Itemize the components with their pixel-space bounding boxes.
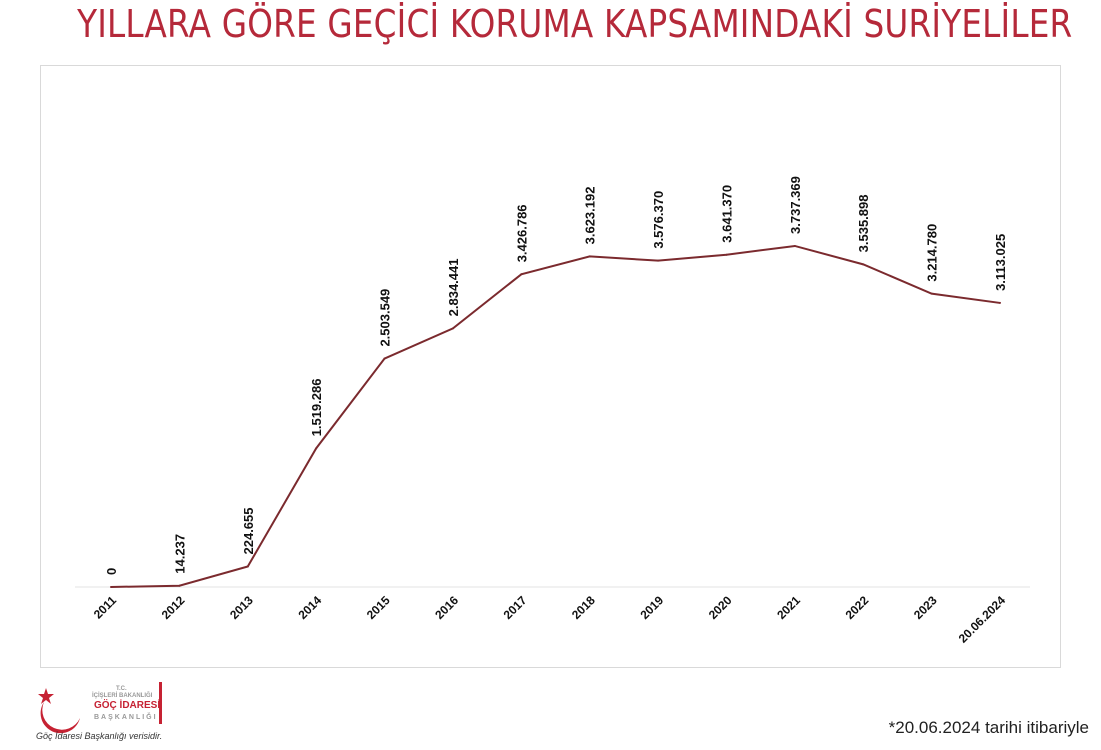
x-tick-label: 2019 — [637, 593, 666, 622]
data-point — [793, 244, 796, 247]
data-point — [725, 253, 728, 256]
data-label: 2.834.441 — [446, 259, 461, 317]
x-tick-label: 2023 — [911, 593, 940, 622]
logo-text-baskanligi: BAŞKANLIĞI — [94, 714, 158, 721]
x-tick-label: 2012 — [159, 593, 188, 622]
logo-text-goc: GÖÇ İDARESİ — [94, 700, 161, 711]
x-tick-label: 2016 — [432, 593, 461, 622]
x-tick-label: 2021 — [774, 593, 803, 622]
x-tick-label: 2011 — [91, 593, 120, 622]
x-tick-label: 2015 — [364, 593, 393, 622]
data-label: 3.426.786 — [514, 204, 529, 262]
data-point — [315, 447, 318, 450]
x-tick-label: 20.06.2024 — [956, 593, 1009, 646]
footnote: *20.06.2024 tarihi itibariyle — [888, 718, 1089, 737]
data-point — [999, 301, 1001, 304]
x-tick-label: 2017 — [501, 593, 530, 622]
logo-divider — [159, 682, 162, 724]
chart-title: YILLARA GÖRE GEÇİCİ KORUMA KAPSAMINDAKİ … — [77, 2, 1073, 46]
logo-text-tc: T.C. — [116, 686, 127, 692]
data-label: 3.113.025 — [993, 234, 1008, 291]
logo-caption: Göç İdaresi Başkanlığı verisidir. — [36, 731, 163, 741]
chart-frame — [40, 65, 1061, 668]
data-label: 14.237 — [172, 534, 187, 574]
data-point — [930, 292, 933, 295]
data-label: 3.214.780 — [925, 224, 940, 282]
data-point — [246, 565, 249, 568]
goc-idaresi-logo: T.C. İÇİŞLERİ BAKANLIĞI GÖÇ İDARESİ BAŞK… — [36, 680, 176, 750]
data-label: 0 — [104, 568, 119, 575]
data-point — [383, 357, 386, 360]
data-label: 3.623.192 — [583, 187, 598, 245]
data-point — [862, 263, 865, 266]
x-tick-label: 2022 — [843, 593, 872, 622]
data-label: 2.503.549 — [378, 289, 393, 347]
data-point — [110, 586, 112, 588]
series-line — [110, 244, 1001, 588]
data-label: 1.519.286 — [309, 379, 324, 437]
logo-text-ministry: İÇİŞLERİ BAKANLIĞI — [92, 693, 153, 699]
data-label: 224.655 — [241, 508, 256, 555]
data-label: 3.737.369 — [788, 176, 803, 234]
data-point — [588, 255, 591, 258]
x-tick-label: 2014 — [295, 593, 324, 622]
data-point — [178, 584, 181, 587]
data-point — [520, 273, 523, 276]
x-tick-label: 2020 — [706, 593, 735, 622]
data-label: 3.535.898 — [856, 195, 871, 253]
data-point — [451, 327, 454, 330]
x-tick-label: 2013 — [227, 593, 256, 622]
data-label: 3.641.370 — [719, 185, 734, 243]
data-label: 3.576.370 — [651, 191, 666, 249]
x-tick-label: 2018 — [569, 593, 598, 622]
data-point — [657, 259, 660, 262]
crescent-star-icon — [38, 688, 80, 734]
